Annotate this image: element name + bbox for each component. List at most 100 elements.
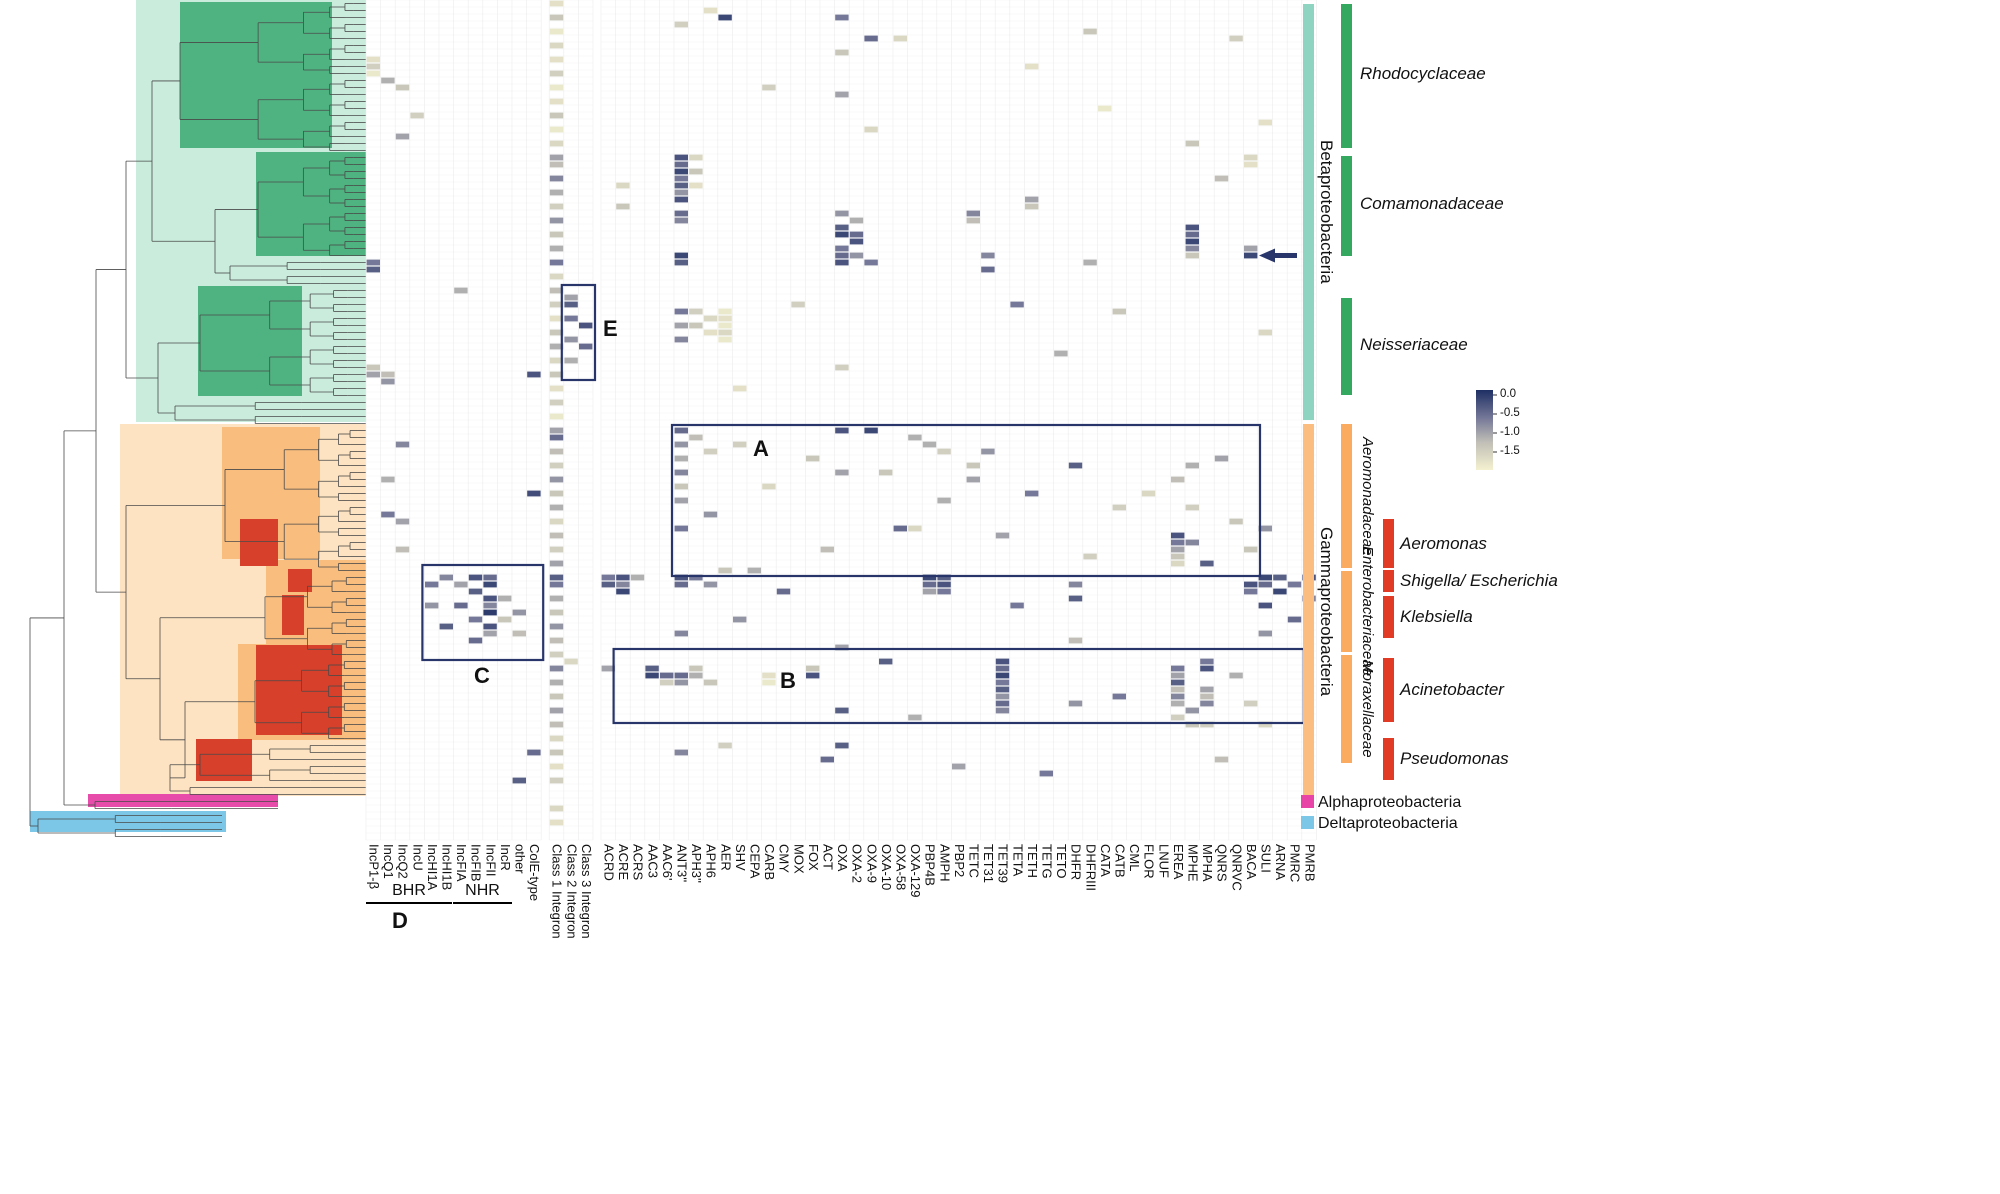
heatmap-cell — [549, 623, 564, 630]
tree-band — [88, 794, 278, 807]
heatmap-cell — [483, 602, 497, 609]
heatmap-cell — [703, 581, 718, 588]
heatmap-cell — [549, 56, 564, 63]
column-label-60: SULI — [1258, 844, 1274, 873]
tree-band — [266, 560, 366, 644]
gamma-class-label: Gammaproteobacteria — [1317, 527, 1336, 697]
heatmap-cell — [733, 616, 747, 623]
heatmap-cell — [1171, 539, 1185, 546]
heatmap-cell — [995, 658, 1010, 665]
heatmap-cell — [1098, 105, 1112, 112]
gamma-class-bar — [1303, 424, 1314, 800]
heatmap-cell — [995, 686, 1010, 693]
heatmap-cell — [366, 56, 380, 63]
heatmap-cell — [512, 777, 526, 784]
heatmap-cell — [549, 315, 564, 322]
heatmap-cell — [966, 210, 980, 217]
heatmap-cell — [601, 665, 615, 672]
heatmap-cell — [579, 343, 593, 350]
tree-band — [180, 2, 332, 148]
heatmap-cell — [1171, 546, 1185, 553]
heatmap-cell — [549, 413, 564, 420]
column-label-54: EREA — [1170, 844, 1186, 880]
heatmap-cell — [1258, 329, 1272, 336]
annotation-letter-e: E — [603, 316, 618, 341]
heatmap-cell — [483, 595, 497, 602]
heatmap-cell — [718, 567, 732, 574]
genus-label-2: Klebsiella — [1400, 607, 1473, 626]
heatmap-cell — [703, 315, 718, 322]
heatmap-cell — [981, 252, 995, 259]
heatmap-cell — [1200, 721, 1214, 728]
family-bar — [1341, 156, 1352, 256]
heatmap-cell — [791, 301, 805, 308]
heatmap-cell — [674, 168, 688, 175]
heatmap-cell — [616, 182, 630, 189]
column-label-31: OXA — [835, 844, 851, 872]
heatmap-cell — [922, 441, 937, 448]
heatmap-cell — [381, 378, 395, 385]
heatmap-cell — [1039, 770, 1053, 777]
heatmap-cell — [549, 448, 564, 455]
column-label-19: AAC6' — [659, 844, 675, 881]
heatmap-cell — [689, 322, 703, 329]
heatmap-cell — [1214, 455, 1229, 462]
heatmap-cell — [1171, 560, 1185, 567]
heatmap-cell — [674, 182, 688, 189]
heatmap-cell — [425, 602, 439, 609]
heatmap-cell — [995, 665, 1010, 672]
heatmap-cell — [835, 427, 849, 434]
heatmap-cell — [674, 259, 688, 266]
column-label-15: ACRD — [601, 844, 617, 881]
heatmap-cell — [937, 448, 951, 455]
column-label-6: IncFIA — [454, 844, 470, 882]
heatmap-cell — [689, 154, 703, 161]
arrow-icon — [1259, 248, 1275, 263]
column-label-62: PMRC — [1287, 844, 1303, 883]
heatmap-cell — [835, 364, 849, 371]
heatmap-cell — [1068, 595, 1083, 602]
heatmap-cell — [674, 161, 688, 168]
heatmap-cell — [747, 567, 761, 574]
heatmap-cell — [549, 763, 564, 770]
heatmap-cell — [1200, 665, 1214, 672]
heatmap-cell — [601, 581, 615, 588]
heatmap-cell — [674, 469, 688, 476]
heatmap-cell — [1244, 161, 1258, 168]
heatmap-cell — [835, 644, 849, 651]
heatmap-cell — [1185, 245, 1199, 252]
heatmap-cell — [549, 609, 564, 616]
heatmap-cell — [1185, 504, 1199, 511]
heatmap-cell — [549, 301, 564, 308]
heatmap-cell — [1244, 245, 1258, 252]
column-label-44: TETH — [1024, 844, 1040, 878]
heatmap-cell — [549, 399, 564, 406]
heatmap-cell — [439, 623, 453, 630]
genus-label-0: Aeromonas — [1400, 533, 1487, 553]
heatmap-cell — [1185, 539, 1199, 546]
heatmap-cell — [835, 252, 849, 259]
heatmap-cell — [1244, 154, 1258, 161]
heatmap-cell — [1244, 252, 1258, 259]
heatmap-cell — [762, 672, 776, 679]
genus-bar — [1383, 596, 1394, 638]
heatmap-cell — [454, 581, 468, 588]
heatmap-cell — [1200, 700, 1214, 707]
heatmap-cell — [512, 609, 526, 616]
arrow-icon — [1274, 253, 1297, 258]
column-label-23: AER — [718, 844, 734, 871]
column-label-7: IncFIB — [468, 844, 484, 882]
family-bar — [1341, 655, 1352, 763]
beta-class-bar — [1303, 4, 1314, 420]
heatmap-cell — [674, 21, 688, 28]
column-label-25: CEPA — [747, 844, 763, 879]
column-label-49: CATA — [1097, 844, 1113, 877]
heatmap-cell — [1200, 693, 1214, 700]
heatmap-cell — [762, 84, 776, 91]
heatmap-cell — [1200, 560, 1214, 567]
heatmap-cell — [849, 252, 864, 259]
heatmap-cell — [689, 665, 703, 672]
gamma-family-label-0: Aeromonadaceae — [1359, 436, 1376, 556]
heatmap-cell — [549, 651, 564, 658]
